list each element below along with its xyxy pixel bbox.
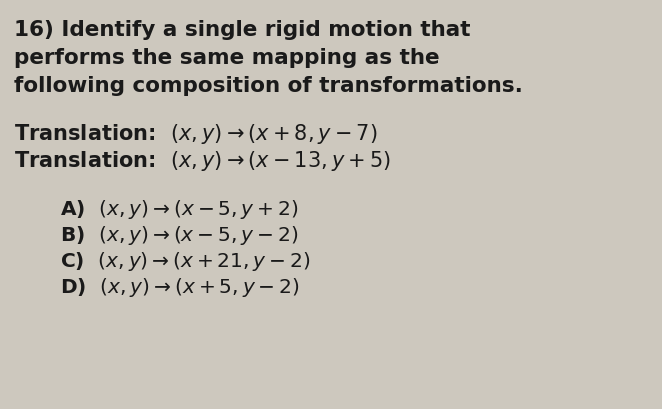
Text: A)  $(x, y) \rightarrow (x - 5, y + 2)$: A) $(x, y) \rightarrow (x - 5, y + 2)$ <box>60 198 299 220</box>
Text: C)  $(x, y) \rightarrow (x + 21, y - 2)$: C) $(x, y) \rightarrow (x + 21, y - 2)$ <box>60 249 310 272</box>
Text: Translation:  $(x, y) \rightarrow (x + 8, y - 7)$: Translation: $(x, y) \rightarrow (x + 8,… <box>14 122 377 146</box>
Text: following composition of transformations.: following composition of transformations… <box>14 76 523 96</box>
Text: 16) Identify a single rigid motion that: 16) Identify a single rigid motion that <box>14 20 471 40</box>
Text: B)  $(x, y) \rightarrow (x - 5, y - 2)$: B) $(x, y) \rightarrow (x - 5, y - 2)$ <box>60 223 299 246</box>
Text: Translation:  $(x, y) \rightarrow (x - 13, y + 5)$: Translation: $(x, y) \rightarrow (x - 13… <box>14 148 391 173</box>
Text: D)  $(x, y) \rightarrow (x + 5, y - 2)$: D) $(x, y) \rightarrow (x + 5, y - 2)$ <box>60 275 300 298</box>
Text: performs the same mapping as the: performs the same mapping as the <box>14 48 440 68</box>
